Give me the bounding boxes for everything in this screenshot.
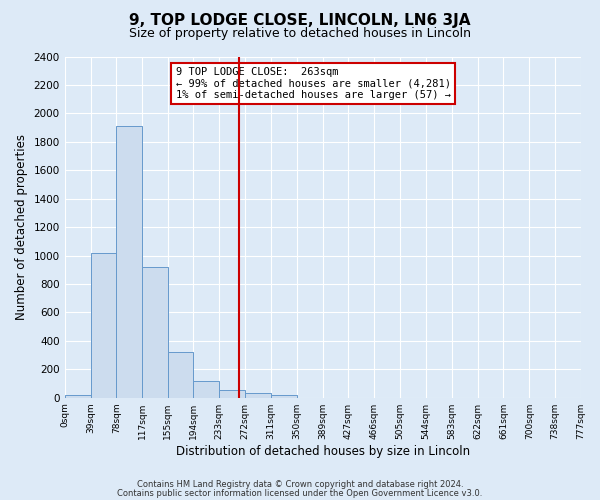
Bar [271,395,297,398]
Text: Size of property relative to detached houses in Lincoln: Size of property relative to detached ho… [129,28,471,40]
Bar [65,395,91,398]
Bar [91,252,116,398]
Text: Contains public sector information licensed under the Open Government Licence v3: Contains public sector information licen… [118,489,482,498]
Bar [116,126,142,398]
Y-axis label: Number of detached properties: Number of detached properties [15,134,28,320]
Bar [220,390,245,398]
Bar [245,392,271,398]
Bar [142,267,167,398]
Text: 9, TOP LODGE CLOSE, LINCOLN, LN6 3JA: 9, TOP LODGE CLOSE, LINCOLN, LN6 3JA [129,12,471,28]
Bar [193,382,220,398]
Text: Contains HM Land Registry data © Crown copyright and database right 2024.: Contains HM Land Registry data © Crown c… [137,480,463,489]
X-axis label: Distribution of detached houses by size in Lincoln: Distribution of detached houses by size … [176,444,470,458]
Bar [167,352,193,398]
Text: 9 TOP LODGE CLOSE:  263sqm
← 99% of detached houses are smaller (4,281)
1% of se: 9 TOP LODGE CLOSE: 263sqm ← 99% of detac… [176,66,451,100]
